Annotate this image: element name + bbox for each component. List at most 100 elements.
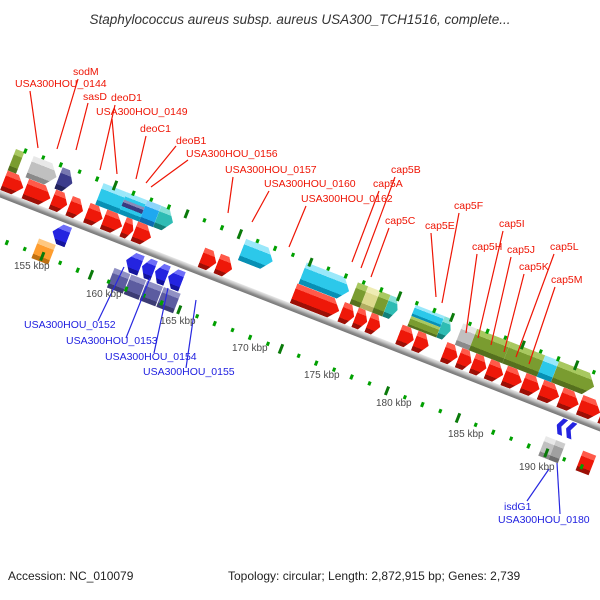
feature-tick: [77, 169, 82, 175]
feature-tick: [75, 266, 81, 273]
feature-tick: [491, 428, 496, 435]
feature-tick: [247, 334, 253, 340]
position-label: 180 kbp: [376, 398, 412, 409]
leader-line: [227, 176, 234, 214]
feature-tick: [296, 353, 301, 359]
feature-tick: [183, 208, 190, 219]
leader-line: [490, 256, 512, 346]
feature-tick: [58, 260, 63, 266]
gene-label[interactable]: sodM: [73, 66, 99, 78]
feature-tick: [290, 252, 296, 258]
gene-label[interactable]: USA300HOU_0157: [225, 164, 317, 176]
gene-label[interactable]: sasD: [83, 91, 107, 103]
gene-label[interactable]: USA300HOU_0149: [96, 106, 188, 118]
gene-label[interactable]: cap5E: [425, 220, 455, 232]
leader-line: [251, 190, 270, 223]
feature-tick: [420, 401, 425, 408]
feature-tick: [23, 147, 28, 154]
gene-label[interactable]: cap5H: [472, 241, 503, 253]
feature-tick: [538, 349, 543, 354]
gene-label[interactable]: cap5F: [454, 200, 484, 212]
leader-line: [145, 145, 177, 184]
gene-label[interactable]: deoC1: [140, 123, 171, 135]
accession-text: Accession: NC_010079: [8, 569, 134, 583]
gene-label[interactable]: USA300HOU_0154: [105, 351, 197, 363]
position-label: 175 kbp: [304, 370, 340, 381]
leader-line: [29, 90, 39, 149]
gene-label[interactable]: isdG1: [504, 501, 532, 513]
leader-line: [75, 102, 89, 151]
gene-label[interactable]: cap5I: [499, 218, 525, 230]
feature-tick: [454, 412, 462, 424]
position-label: 155 kbp: [14, 261, 50, 272]
feature-tick: [438, 408, 443, 414]
gene-label[interactable]: USA300HOU_0156: [186, 148, 278, 160]
feature-tick: [367, 381, 372, 386]
feature-tick: [526, 442, 532, 449]
feature-tick: [41, 155, 46, 160]
gene-chevron[interactable]: [554, 417, 569, 436]
gene-label[interactable]: cap5C: [385, 215, 416, 227]
leader-line: [430, 232, 437, 298]
leader-line: [111, 118, 118, 175]
gene-label[interactable]: USA300HOU_0153: [66, 335, 158, 347]
leader-line: [370, 227, 390, 278]
feature-tick: [384, 385, 391, 396]
feature-tick: [343, 272, 349, 279]
gene-arrow[interactable]: [7, 149, 25, 174]
feature-tick: [277, 343, 285, 355]
gene-label[interactable]: cap5K: [519, 261, 549, 273]
leader-line: [465, 253, 478, 334]
position-label: 170 kbp: [232, 343, 268, 354]
topology-text: Topology: circular; Length: 2,872,915 bp…: [228, 569, 521, 583]
feature-tick: [473, 422, 478, 428]
leader-line: [556, 462, 561, 515]
gene-label[interactable]: USA300HOU_0155: [143, 366, 235, 378]
position-label: 160 kbp: [86, 289, 122, 300]
feature-tick: [236, 228, 244, 240]
gene-label[interactable]: USA300HOU_0162: [301, 193, 393, 205]
feature-tick: [395, 291, 403, 302]
position-label: 165 kbp: [160, 316, 196, 327]
feature-tick: [22, 246, 27, 252]
feature-tick: [503, 335, 508, 341]
feature-tick: [314, 359, 319, 366]
feature-tick: [556, 355, 561, 362]
gene-label[interactable]: cap5A: [373, 178, 403, 190]
feature-tick: [202, 217, 207, 223]
leader-line: [135, 135, 147, 180]
feature-tick: [591, 369, 597, 375]
gene-label[interactable]: cap5J: [507, 244, 536, 256]
gene-label[interactable]: deoD1: [111, 92, 142, 104]
position-label: 190 kbp: [519, 462, 555, 473]
gene-label[interactable]: deoB1: [176, 135, 207, 147]
feature-tick: [94, 175, 100, 182]
feature-tick: [219, 224, 225, 231]
feature-tick: [149, 197, 154, 203]
feature-tick: [166, 203, 172, 210]
map-title: Staphylococcus aureus subsp. aureus USA3…: [89, 12, 511, 27]
feature-tick: [508, 436, 514, 442]
leader-line: [526, 468, 550, 502]
feature-tick: [467, 321, 473, 327]
gene-label[interactable]: cap5M: [551, 274, 583, 286]
gene-label[interactable]: cap5L: [550, 241, 579, 253]
feature-tick: [230, 327, 235, 333]
gene-chevron[interactable]: [563, 420, 578, 439]
gene-arrow[interactable]: [238, 239, 277, 272]
gene-label[interactable]: USA300HOU_0180: [498, 514, 590, 526]
leader-line: [288, 205, 307, 248]
gene-label[interactable]: USA300HOU_0160: [264, 178, 356, 190]
feature-tick: [176, 304, 183, 315]
gene-label[interactable]: USA300HOU_0152: [24, 319, 116, 331]
feature-tick: [272, 245, 278, 251]
gene-label[interactable]: USA300HOU_0144: [15, 78, 107, 90]
feature-tick: [58, 161, 64, 168]
position-label: 185 kbp: [448, 429, 484, 440]
feature-tick: [449, 312, 456, 322]
gene-label[interactable]: cap5B: [391, 164, 421, 176]
gene-arrow[interactable]: [575, 450, 597, 476]
feature-tick: [87, 269, 95, 281]
feature-tick: [212, 320, 218, 326]
